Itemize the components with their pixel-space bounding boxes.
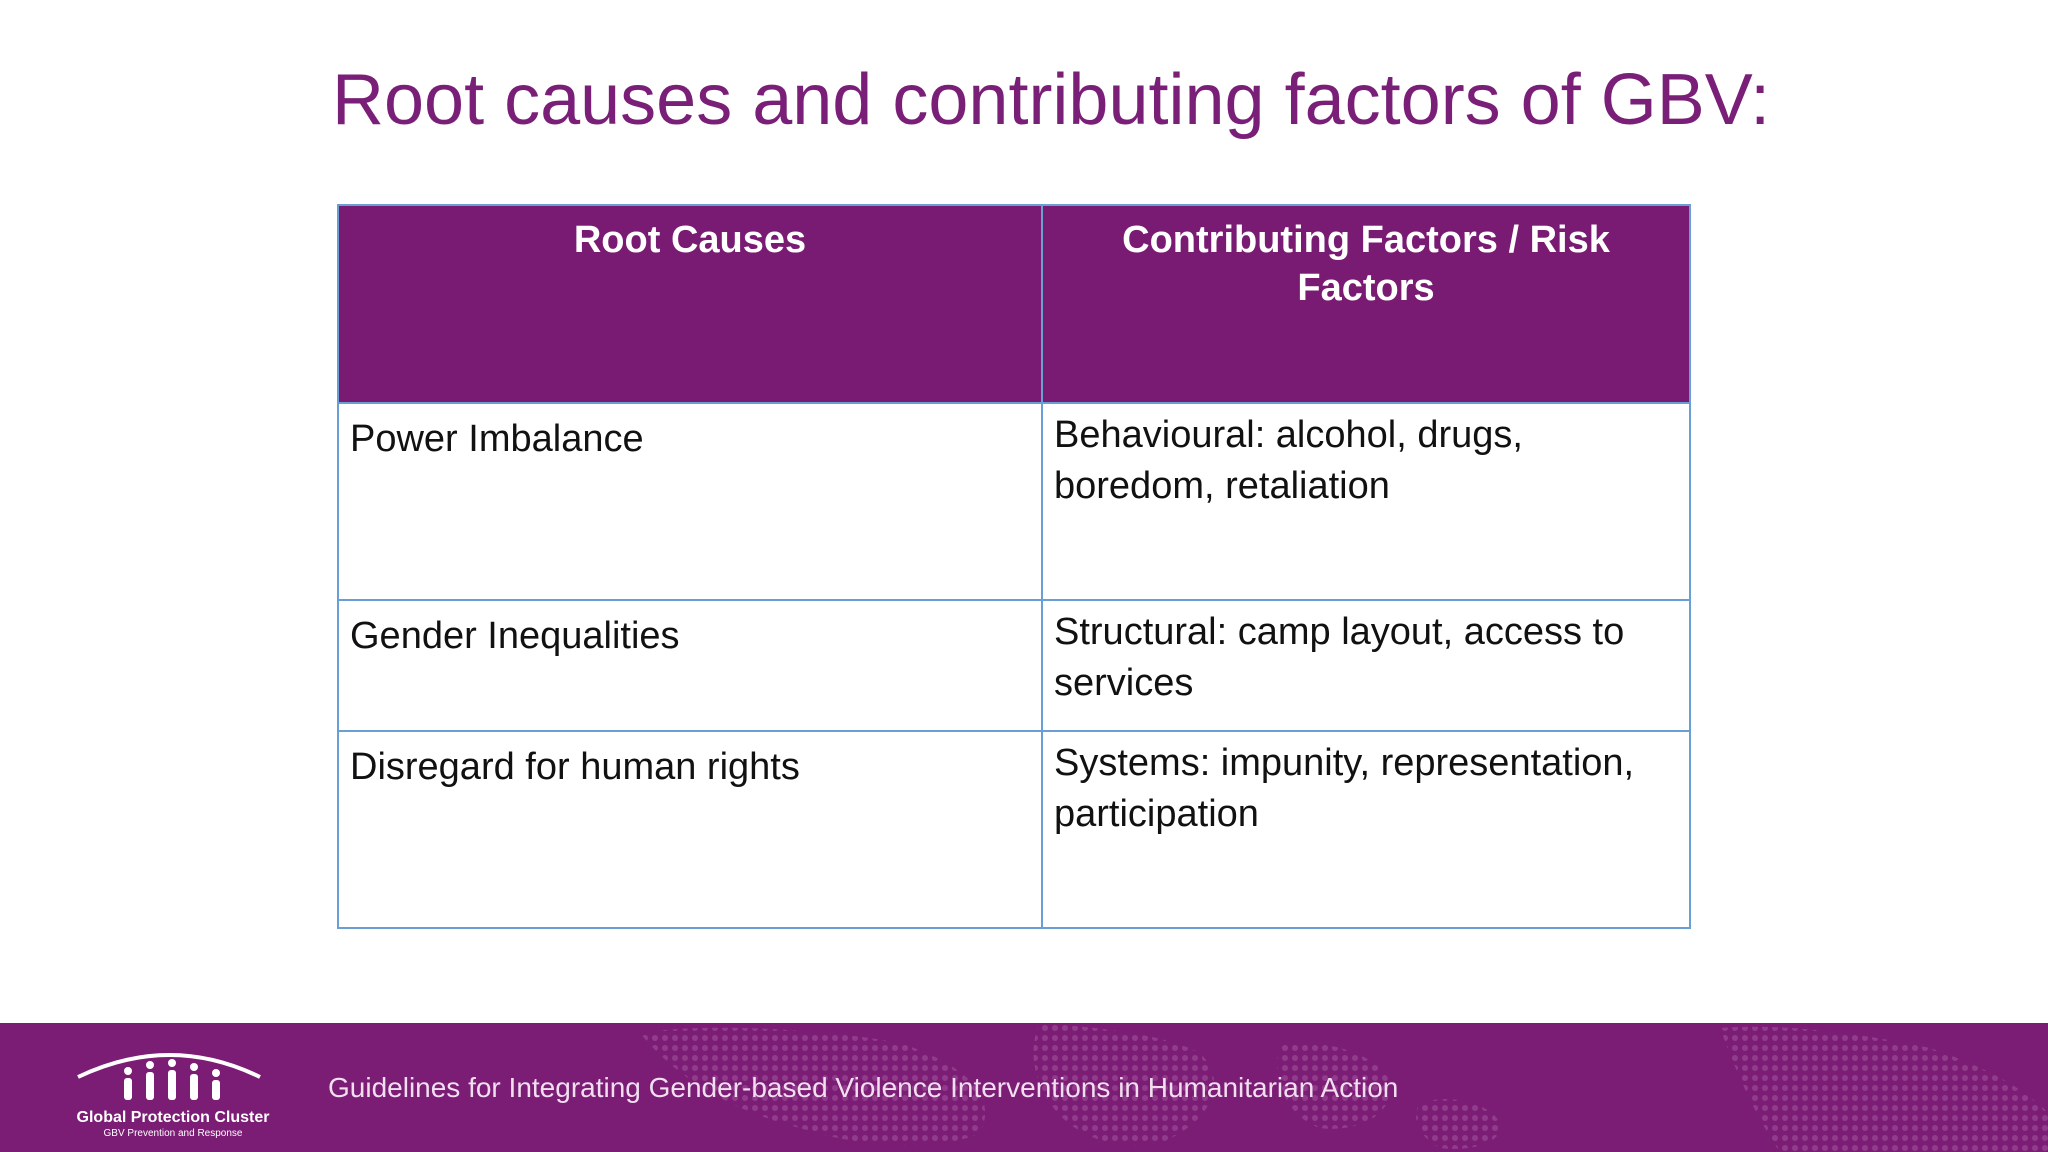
table-row: Disregard for human rights Systems: impu… (337, 730, 1691, 929)
global-protection-cluster-logo (77, 1053, 261, 1100)
footer-guideline-text: Guidelines for Integrating Gender-based … (328, 1072, 1399, 1103)
cell-contributing-factor: Behavioural: alcohol, drugs, boredom, re… (1041, 402, 1691, 601)
cell-root-cause: Gender Inequalities (337, 599, 1043, 732)
logo-title: Global Protection Cluster (76, 1109, 270, 1126)
root-cause-text: Gender Inequalities (350, 615, 680, 657)
cell-contributing-factor: Systems: impunity, representation, parti… (1041, 730, 1691, 929)
cell-root-cause: Disregard for human rights (337, 730, 1043, 929)
table-header-row: Root Causes Contributing Factors / Risk … (337, 204, 1691, 404)
header-contributing-factors: Contributing Factors / Risk Factors (1041, 204, 1691, 404)
root-cause-text: Disregard for human rights (350, 746, 800, 788)
root-causes-table: Root Causes Contributing Factors / Risk … (337, 204, 1691, 929)
world-map-dots (640, 1023, 2048, 1152)
slide-title: Root causes and contributing factors of … (332, 60, 1771, 140)
cell-contributing-factor: Structural: camp layout, access to servi… (1041, 599, 1691, 732)
footer-banner: Global Protection Cluster GBV Prevention… (0, 1023, 2048, 1152)
root-cause-text: Power Imbalance (350, 418, 644, 460)
table-row: Power Imbalance Behavioural: alcohol, dr… (337, 402, 1691, 601)
logo-subtitle: GBV Prevention and Response (103, 1128, 243, 1139)
header-root-causes: Root Causes (337, 204, 1043, 404)
table-row: Gender Inequalities Structural: camp lay… (337, 599, 1691, 732)
cell-root-cause: Power Imbalance (337, 402, 1043, 601)
